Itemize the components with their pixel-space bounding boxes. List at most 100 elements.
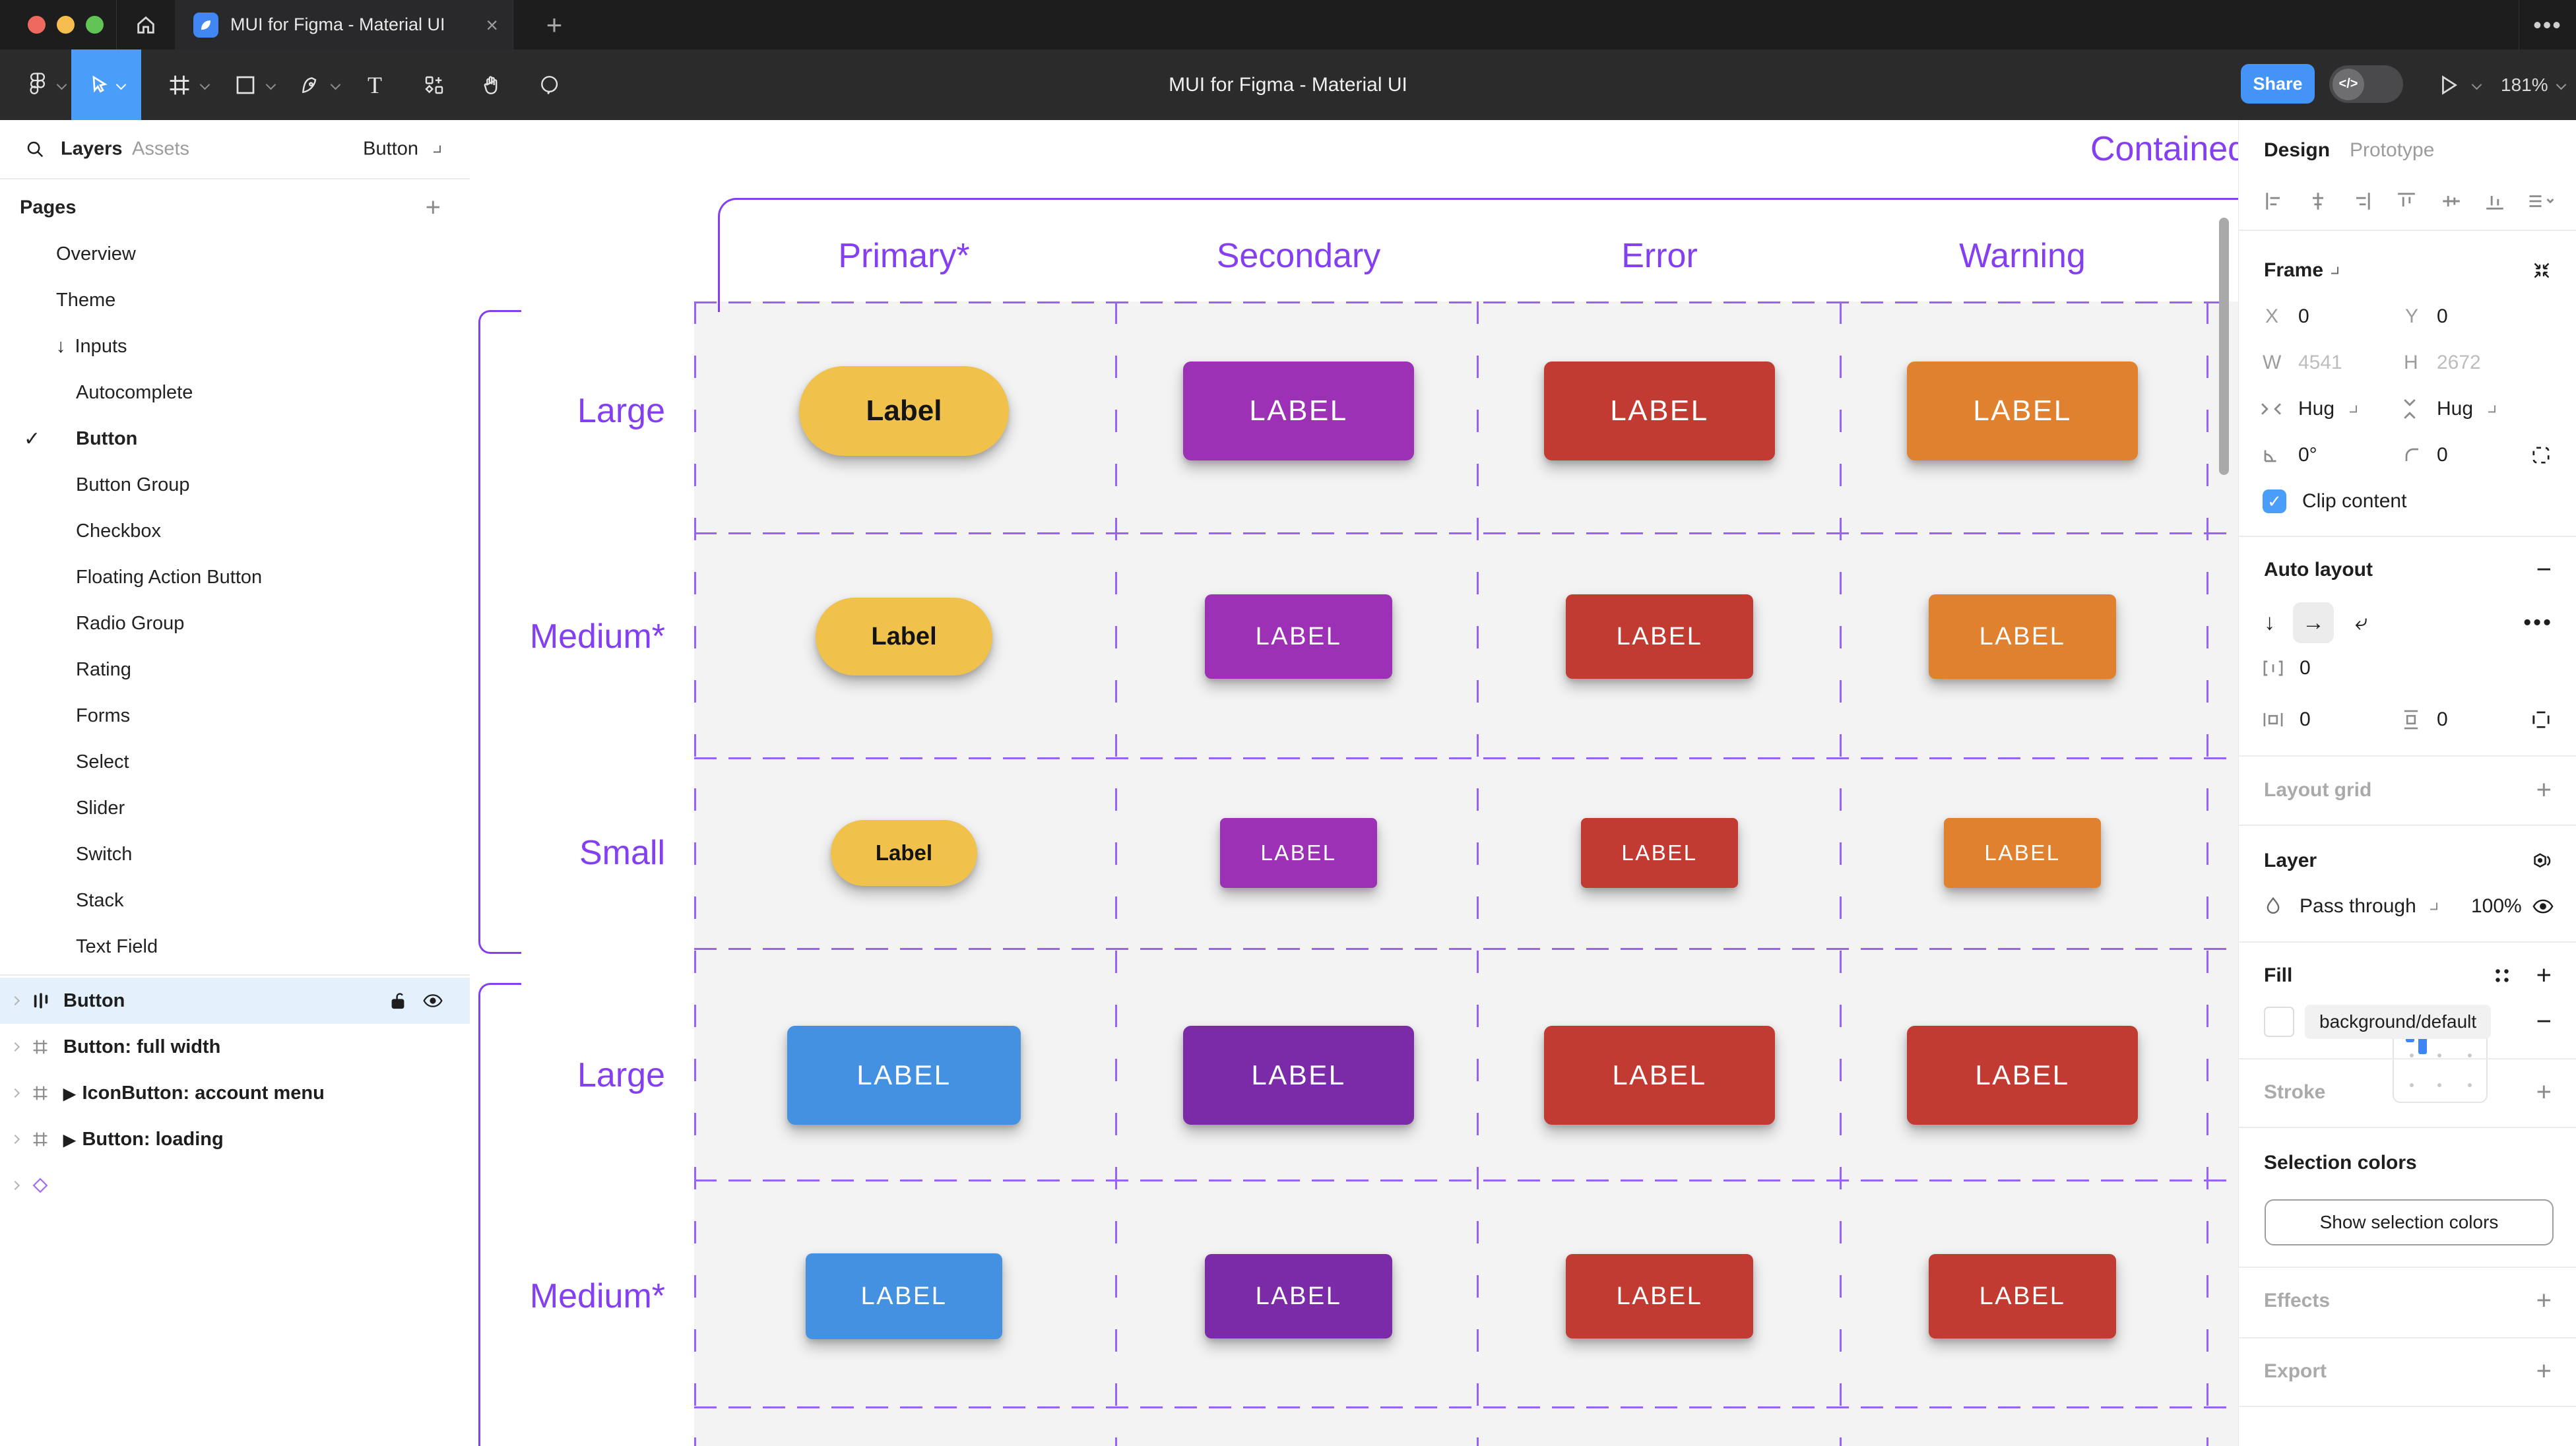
- page-selector-chevron-icon[interactable]: [434, 145, 441, 153]
- sidebar-page-stack[interactable]: Stack: [0, 877, 470, 924]
- hand-tool-icon[interactable]: [477, 49, 506, 120]
- pen-tool-chevron-icon[interactable]: [330, 79, 341, 90]
- main-menu-chevron-icon[interactable]: [56, 79, 67, 90]
- layer-expand-caret-icon[interactable]: [10, 1042, 20, 1052]
- new-tab-button[interactable]: +: [546, 9, 563, 40]
- horizontal-sizing-value[interactable]: Hug: [2298, 398, 2335, 420]
- gap-value[interactable]: 0: [2300, 657, 2311, 679]
- home-tab[interactable]: [116, 0, 176, 49]
- align-horizontal-center-icon[interactable]: [2307, 191, 2329, 212]
- clip-content-checkbox[interactable]: ✓: [2263, 489, 2286, 513]
- align-vertical-center-icon[interactable]: [2441, 191, 2462, 212]
- independent-padding-icon[interactable]: [2530, 709, 2552, 730]
- add-stroke-button[interactable]: +: [2536, 1077, 2552, 1107]
- sidebar-page-theme[interactable]: Theme: [0, 277, 470, 323]
- mui-button-warning-medium[interactable]: LABEL: [1929, 1254, 2116, 1338]
- layer-expand-caret-icon[interactable]: [10, 995, 20, 1006]
- layer-item-button[interactable]: Button: [0, 978, 470, 1024]
- mui-button-secondary-medium[interactable]: LABEL: [1205, 1254, 1392, 1338]
- horizontal-padding-value[interactable]: 0: [2300, 708, 2311, 730]
- tab-assets[interactable]: Assets: [132, 138, 190, 160]
- sidebar-page-switch[interactable]: Switch: [0, 831, 470, 877]
- align-right-icon[interactable]: [2351, 191, 2372, 212]
- layer-expand-caret-icon[interactable]: [10, 1088, 20, 1098]
- fill-styles-icon[interactable]: [2494, 967, 2511, 984]
- document-tab[interactable]: MUI for Figma - Material UI ×: [175, 0, 513, 49]
- mui-button-primary-medium[interactable]: LABEL: [806, 1253, 1002, 1339]
- mui-button-error-small[interactable]: LABEL: [1581, 818, 1738, 888]
- h-value[interactable]: 2672: [2437, 352, 2481, 373]
- mui-button-error-large[interactable]: LABEL: [1544, 1026, 1775, 1125]
- sidebar-page-select[interactable]: Select: [0, 739, 470, 785]
- corner-radius-value[interactable]: 0: [2437, 444, 2448, 466]
- clip-content-label[interactable]: Clip content: [2302, 490, 2407, 512]
- window-close-button[interactable]: [28, 16, 46, 34]
- mui-button-warning-medium[interactable]: LABEL: [1929, 594, 2116, 679]
- vertical-sizing-value[interactable]: Hug: [2437, 398, 2474, 420]
- main-menu-figma-icon[interactable]: [24, 49, 51, 120]
- independent-corners-icon[interactable]: [2530, 445, 2552, 466]
- mui-button-warning-large[interactable]: LABEL: [1907, 1026, 2138, 1125]
- sidebar-page-autocomplete[interactable]: Autocomplete: [0, 369, 470, 416]
- tab-prototype[interactable]: Prototype: [2350, 139, 2435, 161]
- mui-button-primary-medium[interactable]: Label: [816, 598, 992, 676]
- add-layout-grid-button[interactable]: +: [2536, 775, 2552, 805]
- shape-tool-icon[interactable]: [231, 49, 260, 120]
- layer-expand-caret-icon[interactable]: [10, 1134, 20, 1145]
- sidebar-page-checkbox[interactable]: Checkbox: [0, 508, 470, 554]
- collapse-arrow-icon[interactable]: ↓: [56, 335, 66, 357]
- sidebar-page-slider[interactable]: Slider: [0, 785, 470, 831]
- canvas-vertical-scrollbar[interactable]: [2219, 218, 2229, 475]
- text-tool-icon[interactable]: T: [368, 71, 382, 98]
- layout-direction-row-selected[interactable]: →: [2293, 602, 2334, 643]
- collapse-frame-icon[interactable]: [2532, 261, 2552, 280]
- pen-tool-icon[interactable]: [296, 49, 325, 120]
- sidebar-page-button-group[interactable]: Button Group: [0, 462, 470, 508]
- comment-tool-icon[interactable]: [534, 49, 564, 120]
- mui-button-primary-small[interactable]: Label: [831, 820, 977, 886]
- layer-visibility-eye-icon[interactable]: [2532, 896, 2554, 916]
- distribute-icon[interactable]: [2527, 191, 2554, 212]
- mui-button-primary-large[interactable]: Label: [799, 366, 1009, 456]
- add-effect-button[interactable]: +: [2536, 1286, 2552, 1315]
- tab-design[interactable]: Design: [2264, 139, 2331, 161]
- x-value[interactable]: 0: [2298, 305, 2309, 327]
- sidebar-page-inputs[interactable]: ↓ Inputs: [0, 323, 470, 369]
- layer-item--menu-[interactable]: [0, 1162, 470, 1209]
- mui-button-primary-large[interactable]: LABEL: [787, 1026, 1021, 1125]
- auto-layout-more-icon[interactable]: •••: [2523, 610, 2553, 635]
- search-icon[interactable]: [25, 139, 45, 159]
- resources-tool-icon[interactable]: [420, 49, 449, 120]
- sidebar-page-radio-group[interactable]: Radio Group: [0, 600, 470, 646]
- fill-style-chip[interactable]: background/default: [2305, 1005, 2492, 1039]
- visibility-eye-icon[interactable]: [422, 991, 443, 1010]
- tab-layers[interactable]: Layers: [61, 138, 123, 160]
- layout-wrap-icon[interactable]: ⤶: [2355, 610, 2368, 635]
- mui-button-secondary-large[interactable]: LABEL: [1183, 1026, 1414, 1125]
- sidebar-page-button[interactable]: ✓ Button: [0, 416, 470, 462]
- rotation-value[interactable]: 0°: [2298, 444, 2317, 466]
- window-more-menu[interactable]: •••: [2519, 0, 2576, 49]
- zoom-level-control[interactable]: 181%: [2501, 49, 2566, 120]
- add-fill-button[interactable]: +: [2536, 960, 2552, 990]
- show-selection-colors-button[interactable]: Show selection colors: [2265, 1199, 2554, 1245]
- fill-color-swatch[interactable]: [2264, 1007, 2294, 1037]
- mui-button-error-large[interactable]: LABEL: [1544, 362, 1775, 460]
- frame-type-chevron-icon[interactable]: [2331, 267, 2338, 274]
- mui-button-warning-small[interactable]: LABEL: [1944, 818, 2101, 888]
- add-export-button[interactable]: +: [2536, 1356, 2552, 1386]
- layer-item-button-loading[interactable]: ▶ Button: loading: [0, 1116, 470, 1162]
- tab-close-icon[interactable]: ×: [486, 13, 498, 37]
- remove-fill-button[interactable]: −: [2536, 1007, 2552, 1036]
- remove-auto-layout-button[interactable]: −: [2536, 555, 2552, 584]
- mui-button-error-medium[interactable]: LABEL: [1566, 1254, 1753, 1338]
- blend-mode-chevron-icon[interactable]: [2430, 902, 2437, 910]
- align-top-icon[interactable]: [2396, 191, 2417, 212]
- sidebar-page-floating-action-button[interactable]: Floating Action Button: [0, 554, 470, 600]
- align-bottom-icon[interactable]: [2484, 191, 2505, 212]
- present-play-icon[interactable]: [2435, 49, 2464, 120]
- y-value[interactable]: 0: [2437, 305, 2448, 327]
- mui-button-secondary-small[interactable]: LABEL: [1220, 818, 1377, 888]
- vertical-sizing-chevron-icon[interactable]: [2488, 405, 2496, 413]
- mui-button-secondary-medium[interactable]: LABEL: [1205, 594, 1392, 679]
